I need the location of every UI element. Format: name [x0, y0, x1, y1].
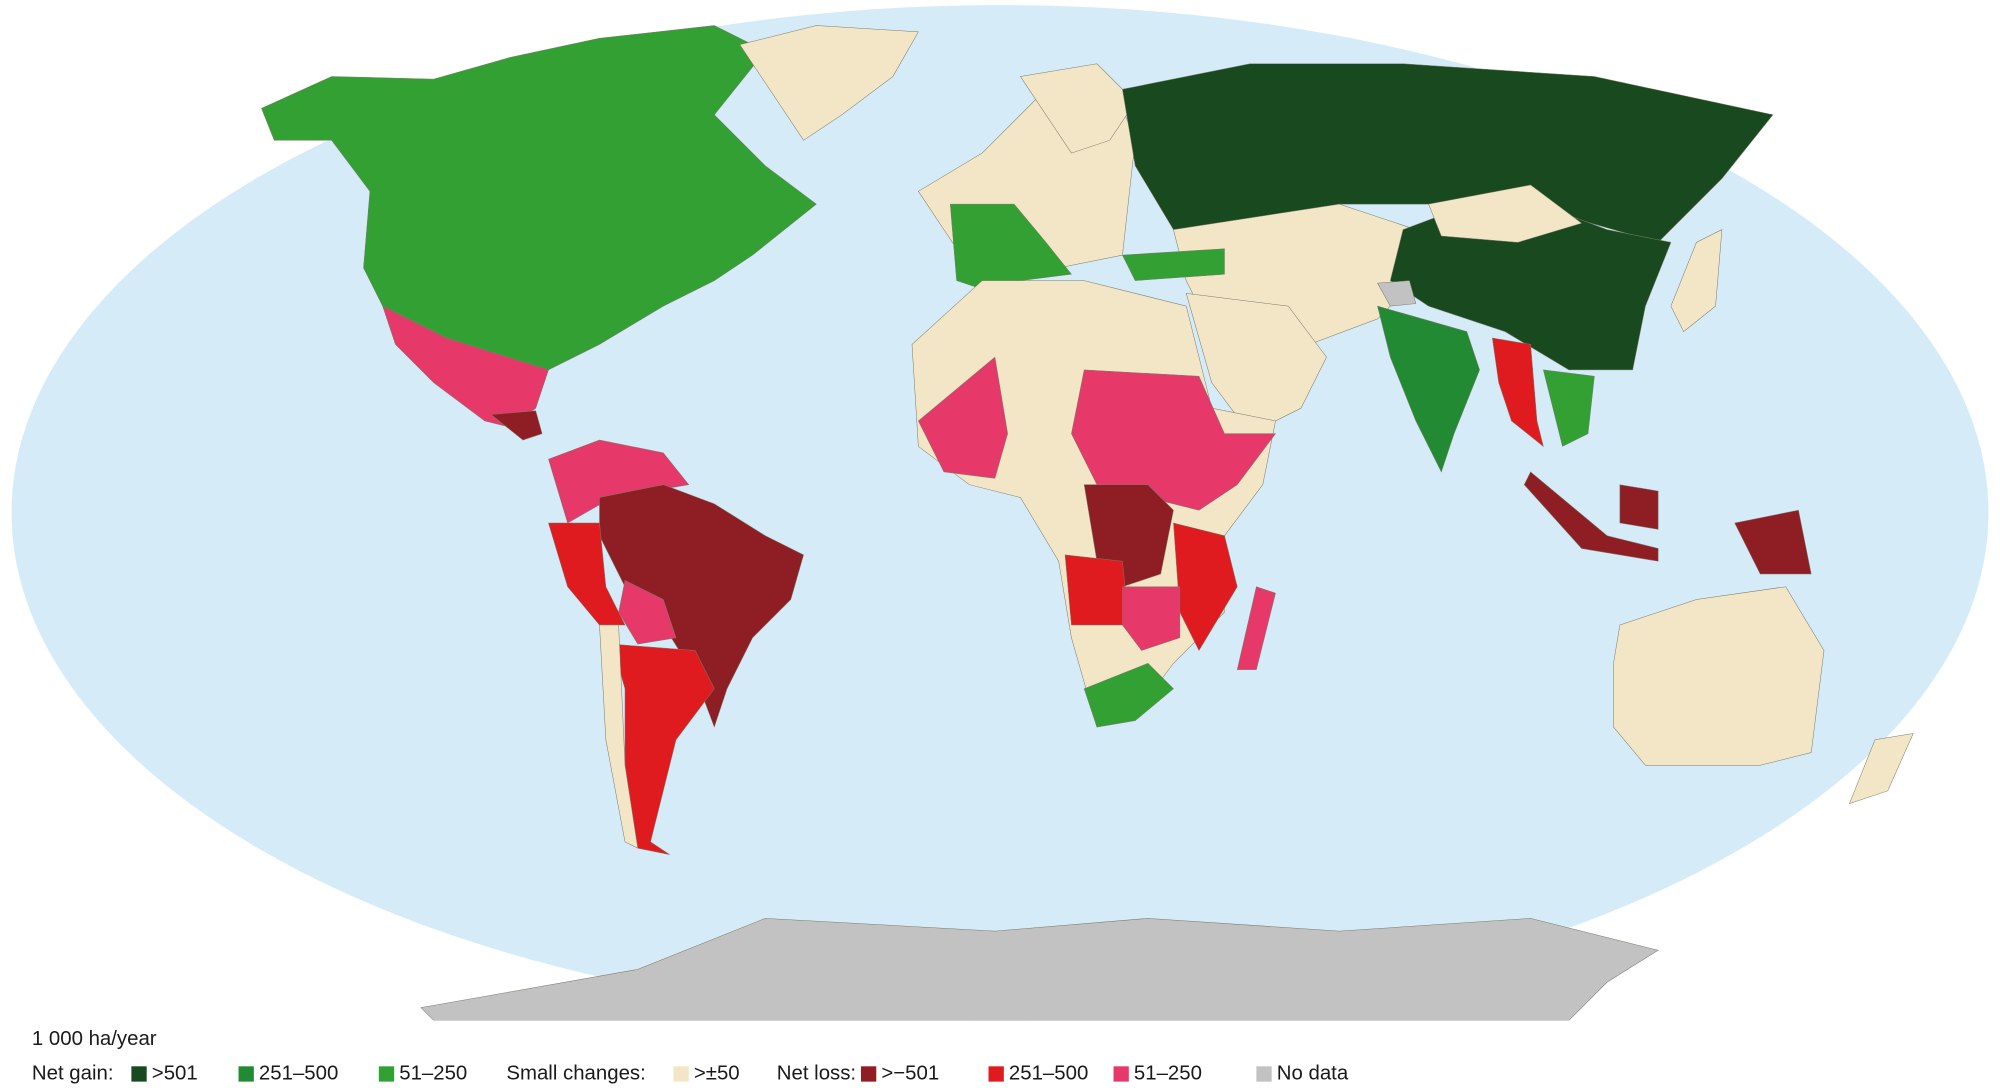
legend-swatch	[1256, 1066, 1272, 1082]
angola	[1064, 554, 1130, 626]
vietnam	[1543, 369, 1595, 447]
legend-swatch	[860, 1066, 877, 1082]
bolivia	[618, 579, 677, 645]
north-america	[261, 25, 817, 371]
legend-item-label: 51–250	[1134, 1062, 1202, 1084]
middle-east	[1185, 293, 1327, 434]
australia	[1613, 586, 1825, 766]
new-guinea	[1734, 509, 1812, 575]
map-body	[11, 5, 1989, 1021]
japan	[1670, 229, 1723, 333]
madagascar	[1236, 586, 1276, 670]
legend-item-label: No data	[1277, 1062, 1349, 1084]
legend-group-label: Small changes:	[506, 1062, 645, 1084]
chile	[599, 624, 639, 849]
legend-item-label: >501	[152, 1062, 198, 1084]
legend-group-label: Net gain:	[32, 1062, 114, 1084]
legend-swatch	[131, 1066, 147, 1082]
legend-item-label: 251–500	[259, 1062, 338, 1084]
legend-item-label: >±50	[694, 1062, 740, 1084]
myanmar	[1492, 337, 1544, 448]
zambia-zimbabwe	[1122, 586, 1181, 651]
legend-item-label: 51–250	[399, 1062, 467, 1084]
legend-swatch	[238, 1066, 254, 1082]
legend: Net gain: >501 251–500 51–250 Small changes:…	[32, 1062, 1349, 1084]
legend-item-label: >−501	[881, 1062, 939, 1084]
peru	[548, 522, 626, 626]
legend-item-label: 251–500	[1009, 1062, 1088, 1084]
legend-swatch	[673, 1066, 689, 1082]
sumatra-java	[1523, 471, 1659, 562]
south-africa	[1083, 662, 1174, 728]
mongolia	[1428, 184, 1583, 243]
turkey	[1122, 248, 1225, 281]
india	[1377, 305, 1480, 473]
scandinavia	[1019, 63, 1136, 154]
central-america	[490, 410, 543, 441]
argentina	[611, 643, 715, 855]
legend-swatch	[988, 1066, 1004, 1082]
central-east-africa	[1071, 369, 1277, 511]
legend-unit: 1 000 ha/year	[32, 1028, 157, 1050]
new-zealand	[1849, 733, 1914, 804]
greenland	[739, 25, 919, 141]
southwest-europe	[949, 203, 1072, 294]
legend-swatch	[378, 1066, 395, 1082]
borneo	[1619, 484, 1659, 530]
west-africa	[918, 356, 1008, 479]
caspian-area	[1377, 280, 1417, 307]
antarctica	[420, 918, 1659, 1021]
legend-group-label: Net loss:	[777, 1062, 856, 1084]
legend-swatch	[1113, 1066, 1129, 1082]
